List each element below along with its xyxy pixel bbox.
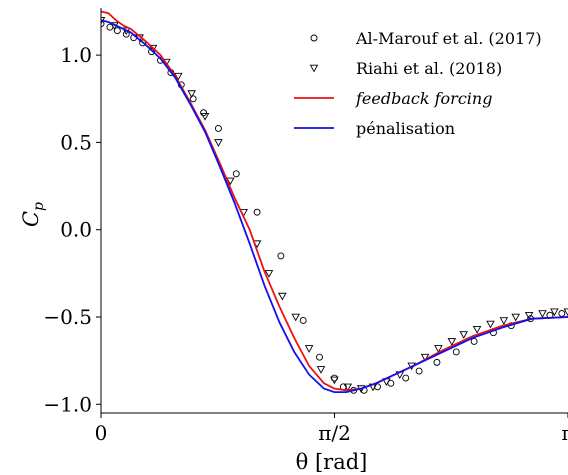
y-tick-label: 1.0: [60, 43, 92, 67]
y-tick-label: 0.5: [60, 130, 92, 154]
data-point-circle: [113, 27, 121, 35]
data-point-triangle: [264, 270, 274, 278]
series-line-3: [101, 19, 568, 393]
x-axis-label: θ [rad]: [296, 450, 368, 474]
data-point-circle: [101, 20, 105, 28]
data-point-triangle: [486, 320, 495, 329]
data-point-circle: [452, 348, 460, 356]
data-point-triangle: [304, 345, 314, 353]
data-point-circle: [253, 208, 261, 216]
data-point-triangle: [499, 317, 509, 325]
data-point-circle: [139, 39, 147, 47]
data-point-triangle: [214, 139, 223, 147]
legend-label: Al-Marouf et al. (2017): [355, 29, 542, 48]
data-point-circle: [189, 95, 197, 103]
data-point-circle: [316, 353, 323, 361]
data-point-circle: [433, 358, 441, 366]
data-point-triangle: [472, 325, 482, 334]
y-tick-label: −1.0: [43, 392, 92, 416]
data-point-circle: [232, 170, 240, 178]
data-point-triangle: [148, 44, 158, 53]
data-point-triangle: [434, 345, 443, 353]
series-group: [101, 10, 568, 394]
y-tick-label: 0.0: [60, 218, 92, 242]
data-point-triangle: [550, 308, 559, 317]
data-point-triangle: [459, 331, 468, 339]
legend-label: pénalisation: [356, 119, 455, 138]
legend-label: Riahi et al. (2018): [356, 59, 502, 78]
plot-area: [101, 10, 568, 394]
data-point-circle: [415, 367, 423, 375]
data-point-triangle: [420, 353, 430, 362]
data-point-circle: [200, 109, 208, 117]
legend-swatch-triangle: [309, 64, 319, 73]
data-point-triangle: [226, 177, 235, 186]
data-point-triangle: [174, 72, 183, 81]
data-point-circle: [299, 317, 307, 324]
data-point-triangle: [278, 292, 287, 301]
x-tick-label: π: [561, 421, 568, 445]
y-tick-label: −0.5: [43, 305, 92, 329]
data-point-triangle: [447, 338, 457, 346]
data-point-circle: [558, 310, 566, 317]
x-tick-label: 0: [95, 421, 108, 445]
data-point-triangle: [187, 90, 196, 98]
ticks: 0 π/2 π 1.0 0.5 0.0 −0.5 −1.0: [43, 43, 568, 445]
data-point-circle: [402, 374, 410, 382]
data-point-triangle: [524, 311, 534, 320]
data-point-triangle: [291, 313, 300, 322]
data-point-triangle: [316, 366, 326, 374]
data-point-triangle: [343, 383, 353, 392]
y-axis-label: Cp: [19, 202, 47, 227]
data-point-triangle: [330, 376, 339, 385]
legend: Al-Marouf et al. (2017) Riahi et al. (201…: [294, 29, 542, 138]
x-tick-label: π/2: [318, 421, 351, 445]
data-point-circle: [214, 125, 222, 132]
data-point-circle: [277, 252, 285, 260]
legend-swatch-circle: [310, 34, 318, 42]
data-point-triangle: [538, 310, 547, 318]
data-point-circle: [470, 337, 478, 345]
legend-label: feedback forcing: [355, 89, 492, 108]
data-point-triangle: [511, 313, 520, 322]
data-point-triangle: [200, 112, 210, 121]
